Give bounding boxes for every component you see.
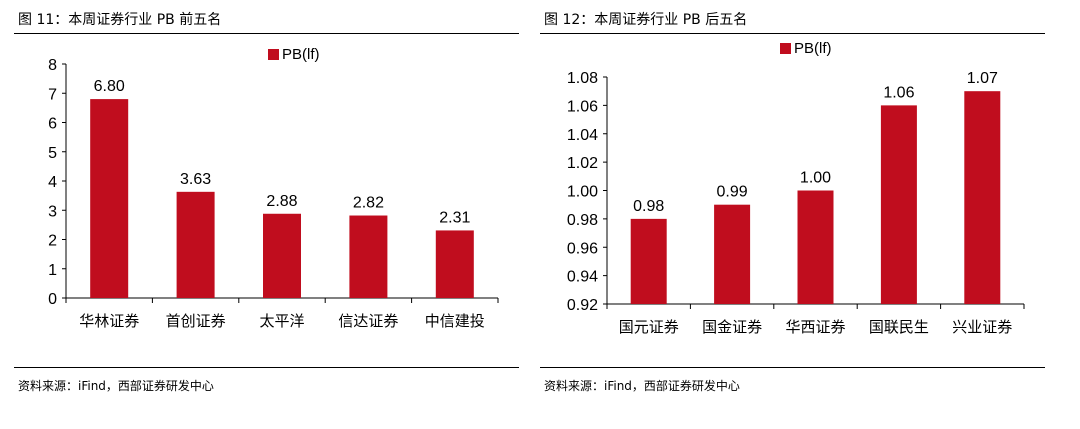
data-label: 1.00 bbox=[800, 170, 831, 187]
y-tick-label: 4 bbox=[48, 174, 57, 191]
data-label: 1.07 bbox=[967, 70, 998, 87]
bar bbox=[797, 190, 834, 304]
y-tick-label: 0.94 bbox=[567, 269, 598, 286]
data-label: 0.98 bbox=[633, 198, 664, 215]
bar bbox=[435, 230, 474, 298]
x-category-label: 信达证券 bbox=[338, 313, 398, 330]
figure-panel-12: 图 12：本周证券行业 PB 后五名 0.92 0.94 0.96 0.98 1.00 1… bbox=[540, 0, 1045, 429]
bar bbox=[714, 204, 751, 304]
data-label: 6.80 bbox=[94, 78, 125, 95]
bar bbox=[349, 215, 388, 298]
y-tick-label: 1.02 bbox=[567, 155, 598, 172]
y-tick-label: 0 bbox=[48, 291, 57, 308]
y-tick-label: 3 bbox=[48, 203, 57, 220]
y-tick-label: 6 bbox=[48, 116, 57, 133]
x-category-label: 华林证券 bbox=[79, 313, 139, 330]
x-category-label: 国金证券 bbox=[702, 319, 762, 336]
y-tick-label: 1 bbox=[48, 262, 57, 279]
legend-swatch bbox=[268, 49, 279, 60]
y-tick-label: 1.08 bbox=[567, 70, 598, 87]
bar bbox=[964, 91, 1001, 304]
bar bbox=[630, 218, 667, 304]
legend-label: PB(lf) bbox=[282, 46, 320, 63]
y-tick-label: 0.92 bbox=[567, 297, 598, 314]
source-rule bbox=[14, 367, 519, 368]
data-label: 0.99 bbox=[717, 184, 748, 201]
bar bbox=[263, 213, 301, 298]
figure-title: 图 11：本周证券行业 PB 前五名 bbox=[18, 12, 222, 28]
bar bbox=[176, 191, 215, 298]
data-label: 1.06 bbox=[883, 84, 914, 101]
y-tick-label: 2 bbox=[48, 233, 57, 250]
data-label: 2.88 bbox=[266, 193, 297, 210]
title-rule bbox=[540, 33, 1045, 34]
x-category-label: 首创证券 bbox=[166, 313, 226, 330]
data-label: 3.63 bbox=[180, 171, 211, 188]
figure-title: 图 12：本周证券行业 PB 后五名 bbox=[544, 12, 748, 28]
y-tick-label: 5 bbox=[48, 145, 57, 162]
y-tick-label: 8 bbox=[48, 57, 57, 74]
source-rule bbox=[540, 367, 1045, 368]
y-tick-label: 1.00 bbox=[567, 184, 598, 201]
legend-label: PB(lf) bbox=[794, 40, 832, 57]
x-category-label: 国元证券 bbox=[619, 319, 679, 336]
x-category-label: 兴业证券 bbox=[952, 319, 1012, 336]
x-category-label: 华西证券 bbox=[785, 319, 845, 336]
y-tick-label: 0.98 bbox=[567, 212, 598, 229]
y-tick-label: 1.06 bbox=[567, 98, 598, 115]
x-category-label: 国联民生 bbox=[869, 319, 929, 336]
pb-bottom5-bar-chart: 0.92 0.94 0.96 0.98 1.00 1.02 1.04 1.06 1.08 0.98… bbox=[567, 40, 1025, 336]
data-label: 2.82 bbox=[353, 195, 384, 212]
source-note: 资料来源：iFind，西部证券研发中心 bbox=[544, 379, 740, 393]
pb-top5-bar-chart: 0 1 2 3 4 5 6 7 8 6.80 华林证券 3.63 首创证券 2.88 太平洋 2.82 信达证券… bbox=[48, 46, 499, 330]
bar bbox=[880, 105, 917, 304]
legend-swatch bbox=[780, 43, 791, 54]
y-tick-label: 0.96 bbox=[567, 240, 598, 257]
figure-panel-11: 图 11：本周证券行业 PB 前五名 0 1 2 3 4 5 6 7 8 6.80 华林证券 3.63… bbox=[14, 0, 519, 429]
title-rule bbox=[14, 33, 519, 34]
y-tick-label: 1.04 bbox=[567, 127, 598, 144]
x-category-label: 中信建投 bbox=[425, 313, 485, 330]
x-category-label: 太平洋 bbox=[259, 313, 304, 330]
y-tick-label: 7 bbox=[48, 86, 57, 103]
data-label: 2.31 bbox=[439, 209, 470, 226]
source-note: 资料来源：iFind，西部证券研发中心 bbox=[18, 379, 214, 393]
bar bbox=[90, 99, 129, 298]
